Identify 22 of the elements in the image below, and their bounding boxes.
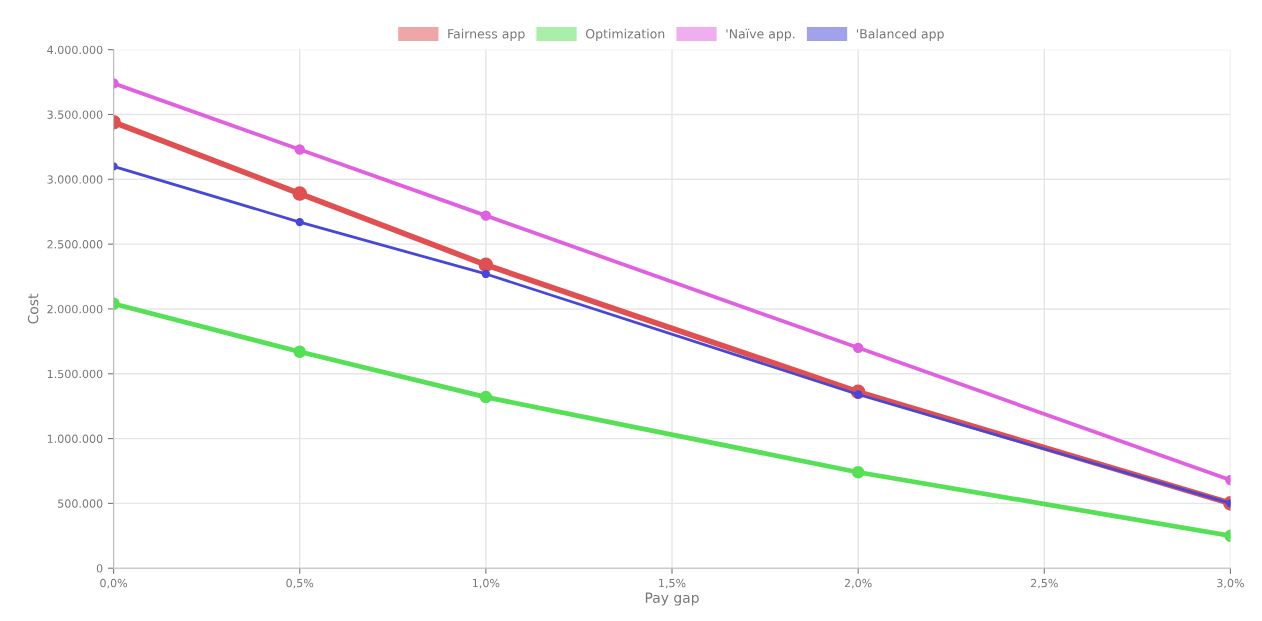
- y-tick-label: 2.500.000: [47, 240, 103, 249]
- x-tick-label: 3,0%: [1217, 578, 1244, 589]
- x-tick-label: 1,5%: [659, 578, 686, 589]
- legend-label: Optimization: [586, 28, 665, 41]
- y-tick-label: 1.000.000: [47, 434, 103, 443]
- legend-label: 'Naïve app.: [726, 28, 795, 41]
- x-tick-label: 2,5%: [1031, 578, 1058, 589]
- legend-label: Fairness app: [448, 28, 525, 41]
- x-axis-title: Pay gap: [645, 592, 699, 606]
- x-tick-label: 2,0%: [844, 578, 872, 589]
- y-tick-label: 2.000.000: [47, 304, 103, 314]
- x-tick-label: 1,0%: [472, 578, 500, 589]
- y-axis-title: Cost: [27, 293, 39, 324]
- y-tick-label: 1.500.000: [47, 369, 103, 379]
- legend-label: 'Balanced app: [856, 28, 944, 41]
- y-tick-label: 3.000.000: [47, 175, 103, 184]
- y-tick-label: 500.000: [58, 499, 103, 508]
- x-tick-label: 0,5%: [286, 578, 314, 589]
- x-tick-label: 0,0%: [100, 578, 128, 589]
- y-tick-label: 0: [96, 564, 103, 573]
- y-tick-label: 3.500.000: [47, 110, 103, 119]
- y-tick-label: 4.000.000: [47, 45, 103, 55]
